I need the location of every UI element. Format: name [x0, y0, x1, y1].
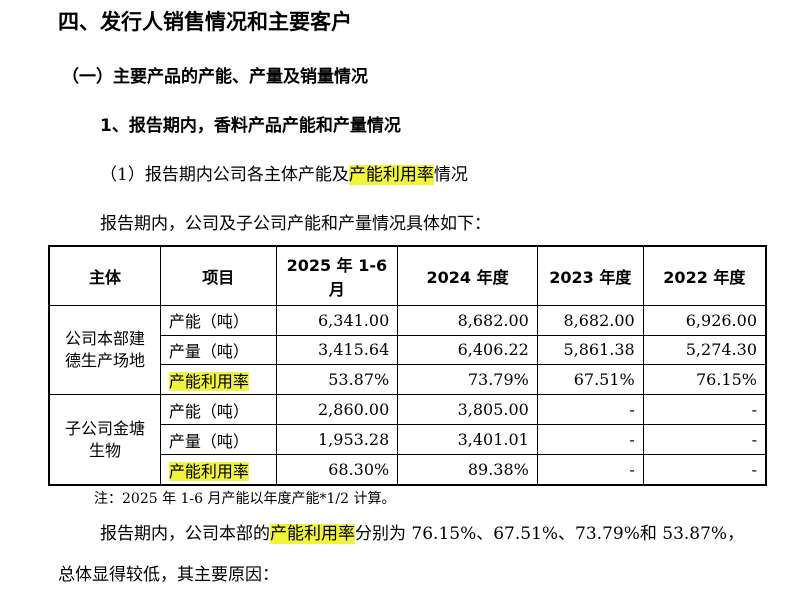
- value-cell: 3,401.01: [397, 424, 538, 456]
- value-cell: -: [642, 424, 767, 456]
- text: （1）报告期内公司各主体产能及: [100, 165, 349, 185]
- paragraph-capacity-title: （1）报告期内公司各主体产能及产能利用率情况: [100, 160, 468, 185]
- table-row: 产量（吨） 3,415.64 6,406.22 5,861.38 5,274.3…: [49, 334, 767, 366]
- header-cell: 2024 年度: [397, 245, 538, 306]
- table-note: 注：2025 年 1-6 月产能以年度产能*1/2 计算。: [94, 491, 396, 507]
- paragraph-reason: 总体显得较低，其主要原因：: [58, 565, 279, 585]
- value-cell: 89.38%: [397, 454, 538, 486]
- entity-cell: 公司本部建德生产场地: [48, 304, 161, 396]
- table-row: 产能利用率 68.30% 89.38% - -: [49, 454, 767, 486]
- value-cell: 3,805.00: [397, 394, 538, 426]
- value-cell: 1,953.28: [275, 424, 399, 456]
- value-cell: 5,861.38: [536, 334, 644, 366]
- value-cell: 68.30%: [275, 454, 399, 486]
- item-cell: 产能（吨）: [159, 394, 277, 426]
- value-cell: 53.87%: [275, 364, 399, 396]
- value-cell: -: [536, 424, 644, 456]
- item-cell: 产能利用率: [159, 454, 277, 486]
- value-cell: 6,341.00: [275, 304, 399, 336]
- header-cell: 2022 年度: [642, 245, 767, 306]
- value-cell: 8,682.00: [536, 304, 644, 336]
- value-cell: 5,274.30: [642, 334, 767, 366]
- header-cell: 2025 年 1-6 月: [275, 245, 399, 306]
- value-cell: -: [536, 394, 644, 426]
- highlighted-term: 产能利用率: [168, 461, 249, 481]
- paragraph-utilization: 报告期内，公司本部的产能利用率分别为 76.15%、67.51%、73.79%和…: [100, 519, 744, 544]
- entity-cell: 子公司金塘生物: [48, 394, 161, 486]
- table-row: 产能利用率 53.87% 73.79% 67.51% 76.15%: [49, 364, 767, 396]
- text: 情况: [433, 165, 468, 185]
- value-cell: 76.15%: [642, 364, 767, 396]
- table-header-row: 主体 项目 2025 年 1-6 月 2024 年度 2023 年度 2022 …: [48, 245, 767, 306]
- capacity-table: 主体 项目 2025 年 1-6 月 2024 年度 2023 年度 2022 …: [48, 245, 767, 486]
- item-cell: 产量（吨）: [159, 424, 277, 456]
- value-cell: 6,406.22: [397, 334, 538, 366]
- section-heading: 四、发行人销售情况和主要客户: [58, 10, 352, 34]
- highlighted-term: 产能利用率: [270, 524, 355, 544]
- value-cell: 6,926.00: [642, 304, 767, 336]
- value-cell: -: [642, 394, 767, 426]
- value-cell: 3,415.64: [275, 334, 399, 366]
- header-cell: 2023 年度: [536, 245, 644, 306]
- sub-subsection-heading: 1、报告期内，香料产品产能和产量情况: [100, 116, 401, 136]
- value-cell: 73.79%: [397, 364, 538, 396]
- header-cell: 项目: [159, 245, 277, 306]
- item-cell: 产能利用率: [159, 364, 277, 396]
- subsection-heading: （一）主要产品的产能、产量及销量情况: [62, 67, 368, 87]
- value-cell: 2,860.00: [275, 394, 399, 426]
- text: 报告期内，公司本部的: [100, 524, 270, 544]
- paragraph-intro: 报告期内，公司及子公司产能和产量情况具体如下：: [100, 214, 491, 234]
- text: 分别为 76.15%、67.51%、73.79%和 53.87%，: [355, 524, 745, 544]
- item-cell: 产量（吨）: [159, 334, 277, 366]
- highlighted-term: 产能利用率: [168, 371, 249, 391]
- value-cell: -: [536, 454, 644, 486]
- table-row: 公司本部建德生产场地 产能（吨） 6,341.00 8,682.00 8,682…: [48, 304, 767, 396]
- table-row: 子公司金塘生物 产能（吨） 2,860.00 3,805.00 - -: [48, 394, 767, 486]
- value-cell: 8,682.00: [397, 304, 538, 336]
- value-cell: -: [642, 454, 767, 486]
- item-cell: 产能（吨）: [159, 304, 277, 336]
- value-cell: 67.51%: [536, 364, 644, 396]
- header-cell: 主体: [48, 245, 161, 306]
- highlighted-term: 产能利用率: [348, 165, 434, 185]
